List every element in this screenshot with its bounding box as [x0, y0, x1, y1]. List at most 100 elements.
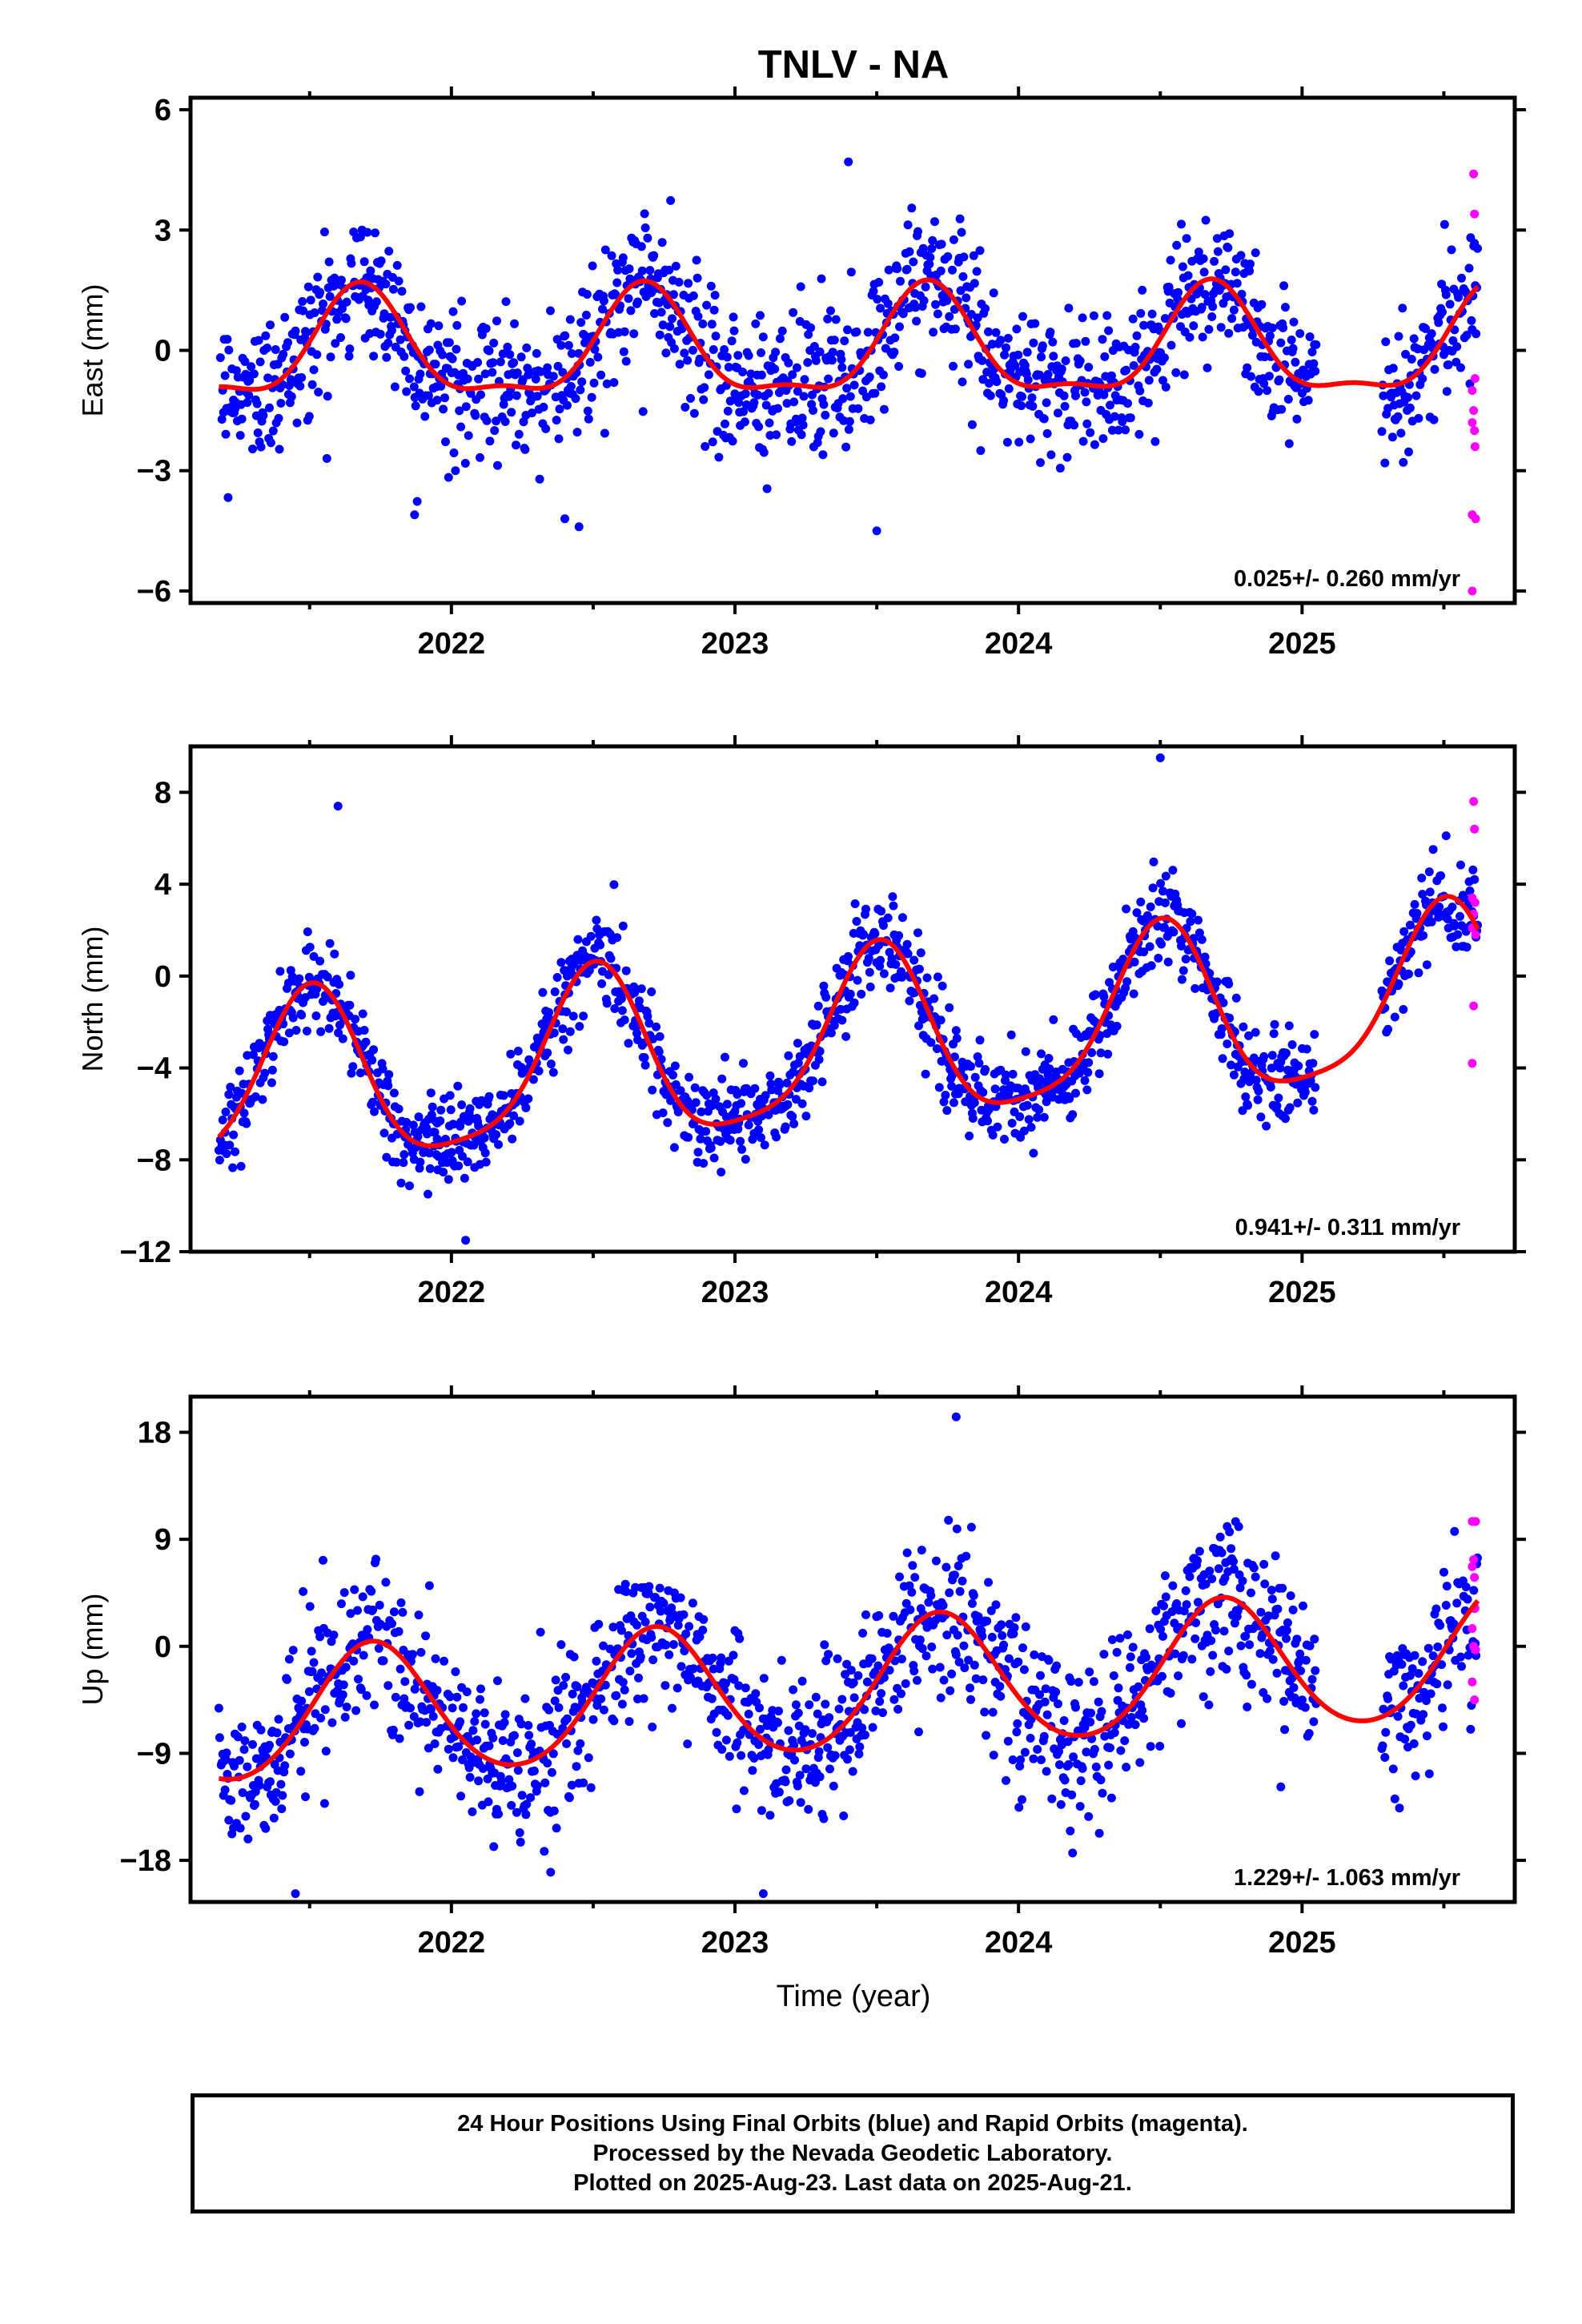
final-orbit-point — [901, 1679, 910, 1688]
final-orbit-point — [256, 442, 266, 452]
final-orbit-point — [319, 227, 329, 237]
final-orbit-point — [975, 246, 985, 255]
final-orbit-point — [589, 378, 599, 388]
final-orbit-point — [1054, 1760, 1064, 1770]
rapid-orbit-point — [1468, 1562, 1477, 1571]
final-orbit-point — [1118, 417, 1127, 426]
final-orbit-point — [536, 367, 545, 376]
final-orbit-point — [972, 267, 982, 276]
final-orbit-point — [1411, 391, 1421, 400]
final-orbit-point — [680, 348, 689, 358]
final-orbit-point — [738, 368, 747, 376]
final-orbit-point — [265, 1740, 274, 1750]
final-orbit-point — [1110, 1728, 1119, 1737]
final-orbit-point — [224, 1815, 234, 1825]
final-orbit-point — [1081, 336, 1090, 346]
final-orbit-point — [772, 1132, 781, 1142]
final-orbit-point — [867, 1654, 877, 1663]
final-orbit-point — [820, 1640, 829, 1650]
final-orbit-point — [396, 1664, 405, 1674]
final-orbit-point — [346, 1609, 355, 1618]
final-orbit-point — [659, 1598, 669, 1608]
final-orbit-point — [597, 979, 607, 988]
final-orbit-point — [654, 1047, 664, 1056]
final-orbit-point — [943, 251, 953, 261]
final-orbit-point — [721, 419, 729, 428]
final-orbit-point — [829, 336, 839, 345]
final-orbit-point — [482, 416, 492, 425]
final-orbit-point — [581, 311, 591, 320]
final-orbit-point — [1225, 229, 1235, 239]
final-orbit-point — [514, 429, 524, 439]
final-orbit-point — [409, 1712, 419, 1721]
final-orbit-point — [340, 1712, 350, 1722]
final-orbit-point — [947, 1669, 957, 1679]
final-orbit-point — [1377, 427, 1387, 436]
final-orbit-point — [1404, 447, 1413, 456]
final-orbit-point — [1441, 1601, 1451, 1610]
final-orbit-point — [942, 1630, 952, 1640]
final-orbit-point — [291, 1026, 301, 1035]
final-orbit-point — [476, 390, 485, 400]
final-orbit-point — [368, 1605, 378, 1614]
final-orbit-point — [1047, 1794, 1057, 1803]
final-orbit-point — [297, 373, 307, 382]
rapid-orbit-point — [1470, 426, 1480, 436]
final-orbit-point — [1468, 865, 1478, 875]
final-orbit-point — [272, 1728, 282, 1738]
final-orbit-point — [1071, 391, 1080, 400]
final-orbit-point — [879, 404, 889, 414]
final-orbit-point — [1034, 1105, 1044, 1115]
final-orbit-point — [837, 363, 847, 372]
final-orbit-point — [1036, 458, 1045, 468]
final-orbit-point — [885, 983, 895, 993]
final-orbit-point — [381, 279, 391, 289]
final-orbit-point — [634, 996, 644, 1006]
final-orbit-point — [1004, 384, 1014, 393]
final-orbit-point — [607, 251, 616, 260]
final-orbit-point — [413, 1132, 423, 1141]
final-orbit-point — [809, 342, 819, 351]
final-orbit-point — [1273, 1604, 1283, 1614]
final-orbit-point — [1282, 1626, 1291, 1635]
final-orbit-point — [481, 324, 491, 333]
final-orbit-point — [1156, 1624, 1166, 1634]
final-orbit-point — [1421, 324, 1430, 333]
final-orbit-point — [1181, 955, 1191, 964]
final-orbit-point — [1189, 321, 1199, 331]
final-orbit-point — [543, 1048, 552, 1058]
final-orbit-point — [1279, 1697, 1289, 1706]
final-orbit-point — [788, 1112, 797, 1121]
final-orbit-point — [1422, 1731, 1431, 1741]
final-orbit-point — [1089, 1677, 1098, 1687]
final-orbit-point — [424, 391, 433, 400]
final-orbit-point — [488, 1733, 498, 1743]
final-orbit-point — [1018, 1795, 1026, 1804]
final-orbit-point — [345, 344, 355, 354]
final-orbit-point — [305, 1602, 315, 1611]
final-orbit-point — [1227, 1544, 1236, 1554]
final-orbit-point — [224, 345, 234, 355]
final-orbit-point — [762, 484, 772, 493]
final-orbit-point — [1294, 1061, 1303, 1071]
final-orbit-point — [552, 416, 561, 425]
final-orbit-point — [394, 1104, 404, 1114]
final-orbit-point — [1096, 1048, 1106, 1058]
final-orbit-point — [777, 1655, 786, 1665]
final-orbit-point — [253, 428, 263, 437]
final-orbit-point — [696, 1134, 705, 1144]
final-orbit-point — [1442, 387, 1452, 396]
final-orbit-point — [1311, 1666, 1320, 1675]
final-orbit-point — [1199, 254, 1208, 263]
final-orbit-point — [505, 350, 515, 360]
final-orbit-point — [426, 1088, 436, 1098]
final-orbit-point — [1295, 1656, 1304, 1666]
final-orbit-point — [220, 371, 230, 380]
final-orbit-point — [1094, 1697, 1103, 1707]
final-orbit-point — [1387, 432, 1397, 442]
final-orbit-point — [1464, 263, 1474, 273]
final-orbit-point — [632, 1620, 641, 1630]
final-orbit-point — [1400, 1735, 1410, 1744]
final-orbit-point — [758, 332, 768, 342]
final-orbit-point — [699, 1159, 709, 1168]
